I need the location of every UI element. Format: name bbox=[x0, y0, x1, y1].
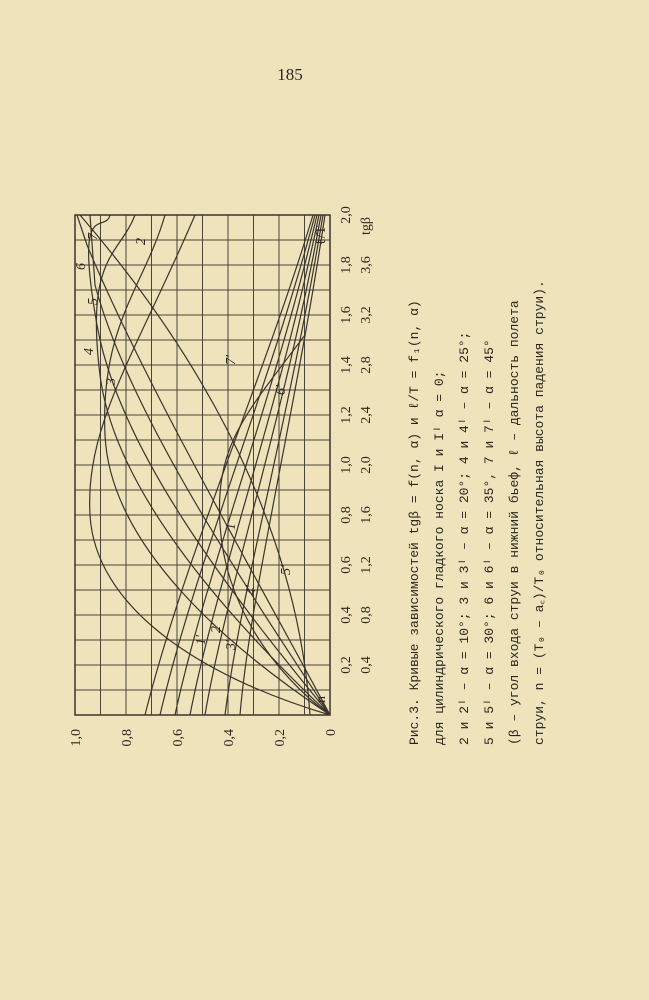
n-tick-label: 1,4 bbox=[339, 356, 354, 374]
curve-label: 6 bbox=[74, 263, 89, 270]
tg-tick-label: 1,2 bbox=[359, 556, 374, 574]
curve bbox=[88, 214, 331, 716]
n-tick-label: 1,6 bbox=[339, 306, 354, 324]
tg-tick-label: 3,2 bbox=[359, 306, 374, 324]
axis-label: ℓ/T bbox=[314, 225, 329, 245]
curve bbox=[174, 214, 318, 716]
grid bbox=[74, 214, 331, 716]
curve-label: 5 bbox=[86, 298, 101, 305]
n-tick-label: 0,2 bbox=[339, 656, 354, 674]
tg-tick-label: 2,8 bbox=[359, 356, 374, 374]
curve bbox=[89, 214, 331, 716]
y-tick-label: 0,4 bbox=[222, 729, 237, 747]
curve-label: 4 bbox=[82, 348, 97, 355]
curve bbox=[224, 214, 324, 716]
tg-tick-label: 1,6 bbox=[359, 506, 374, 524]
curve bbox=[79, 214, 311, 716]
curve-label: 5' bbox=[279, 564, 294, 575]
tg-tick-label: 3,6 bbox=[359, 256, 374, 274]
y-tick-label: 0,8 bbox=[120, 729, 135, 747]
curve bbox=[239, 214, 326, 716]
curve-label: 7' bbox=[224, 354, 239, 365]
curve-label: 1' bbox=[194, 634, 209, 645]
n-tick-label: 0,6 bbox=[339, 556, 354, 574]
curve-label: 4' bbox=[244, 584, 259, 595]
n-tick-label: 0,8 bbox=[339, 506, 354, 524]
curve-label: 3 bbox=[104, 378, 119, 386]
tg-tick-label: 2,0 bbox=[359, 456, 374, 474]
caption-line: струи, n = (T₀ – a꜀)/T₀ относительная вы… bbox=[532, 280, 547, 745]
y-tick-label: 0,6 bbox=[171, 729, 186, 747]
n-tick-label: 2,0 bbox=[339, 206, 354, 224]
caption-line: 2 и 2ᴵ – α = 10°; 3 и 3ᴵ – α = 20°; 4 и … bbox=[457, 332, 472, 745]
n-tick-label: 1,0 bbox=[339, 456, 354, 474]
caption-line: для цилиндрического гладкого носка I и I… bbox=[432, 371, 447, 745]
caption-line: (β – угол входа струи в нижний бьеф, ℓ –… bbox=[507, 300, 522, 745]
curve bbox=[159, 214, 316, 716]
n-tick-label: 1,2 bbox=[339, 406, 354, 424]
y-tick-label: 1,0 bbox=[69, 729, 84, 747]
curves bbox=[76, 214, 331, 716]
y-tick-label: 0,2 bbox=[273, 729, 288, 747]
curve-label: 7 bbox=[86, 232, 101, 240]
axis-label: n bbox=[314, 696, 329, 703]
curve bbox=[144, 214, 314, 716]
curve-label: 1 bbox=[224, 523, 239, 530]
curve bbox=[76, 214, 331, 716]
curve bbox=[189, 214, 320, 716]
curve bbox=[204, 214, 322, 716]
curve-label: 3' bbox=[224, 639, 239, 651]
tg-tick-label: 0,4 bbox=[359, 656, 374, 674]
figure: 1,0 0,8 0,6 0,4 0,2 0 0,2 0,4 0,6 0,8 1,0 1,2 1,4 1,6… bbox=[69, 206, 374, 746]
n-tick-label: 0,4 bbox=[339, 606, 354, 624]
caption-line: Рис.3. Кривые зависимостей tgβ = f(n, α)… bbox=[407, 300, 422, 745]
caption: Рис.3. Кривые зависимостей tgβ = f(n, α)… bbox=[407, 280, 547, 745]
axis-label: tgβ bbox=[359, 217, 374, 235]
curve bbox=[218, 334, 331, 716]
tick-labels: 1,0 0,8 0,6 0,4 0,2 0 0,2 0,4 0,6 0,8 1,0 1,2 1,4 1,6… bbox=[69, 206, 374, 746]
y-tick-label: 0 bbox=[324, 729, 339, 736]
curve-label: 2 bbox=[134, 238, 149, 245]
tg-tick-label: 2,4 bbox=[359, 406, 374, 424]
curve-label: 2' bbox=[209, 622, 224, 633]
curve bbox=[104, 214, 331, 716]
tg-tick-label: 0,8 bbox=[359, 606, 374, 624]
curve-label: 6' bbox=[274, 384, 289, 395]
caption-line: 5 и 5ᴵ – α = 30°; 6 и 6ᴵ – α = 35°, 7 и … bbox=[482, 339, 497, 745]
n-tick-label: 1,8 bbox=[339, 256, 354, 274]
page-number: 185 bbox=[277, 65, 303, 84]
